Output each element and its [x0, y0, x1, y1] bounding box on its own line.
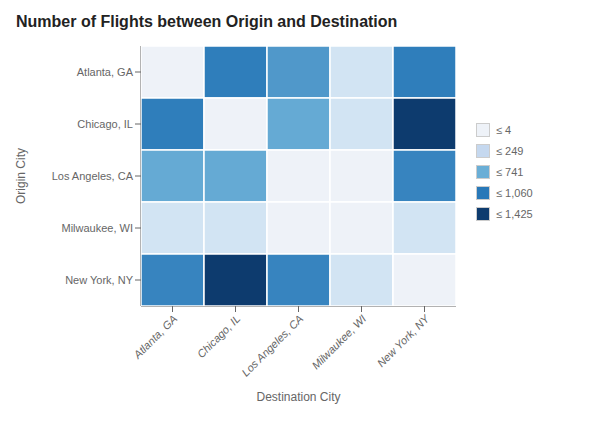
- svg-text:New York, NY: New York, NY: [375, 312, 432, 369]
- html-text:≤ 249: ≤ 249: [496, 144, 524, 157]
- svg-text:Atlanta, GA: Atlanta, GA: [77, 66, 134, 78]
- svg-text:Origin City: Origin City: [14, 148, 28, 204]
- html-text:≤ 1,425: ≤ 1,425: [496, 207, 533, 220]
- svg-text:Milwaukee, WI: Milwaukee, WI: [309, 312, 368, 371]
- svg-text:Atlanta, GA: Atlanta, GA: [130, 312, 179, 361]
- svg-text:Los Angeles, CA: Los Angeles, CA: [52, 170, 134, 182]
- html-text:≤ 741: ≤ 741: [496, 165, 524, 178]
- svg-text:Destination City: Destination City: [256, 390, 340, 404]
- svg-text:Chicago, IL: Chicago, IL: [77, 118, 133, 130]
- svg-text:Chicago, IL: Chicago, IL: [195, 312, 243, 360]
- html-text:≤ 4: ≤ 4: [496, 123, 512, 136]
- html-text:Number of Flights between Orig: Number of Flights between Origin and Des…: [16, 13, 398, 30]
- svg-text:Milwaukee, WI: Milwaukee, WI: [61, 222, 133, 234]
- svg-text:Los Angeles, CA: Los Angeles, CA: [239, 312, 305, 378]
- svg-text:New York, NY: New York, NY: [65, 274, 134, 286]
- html-text:≤ 1,060: ≤ 1,060: [496, 186, 533, 199]
